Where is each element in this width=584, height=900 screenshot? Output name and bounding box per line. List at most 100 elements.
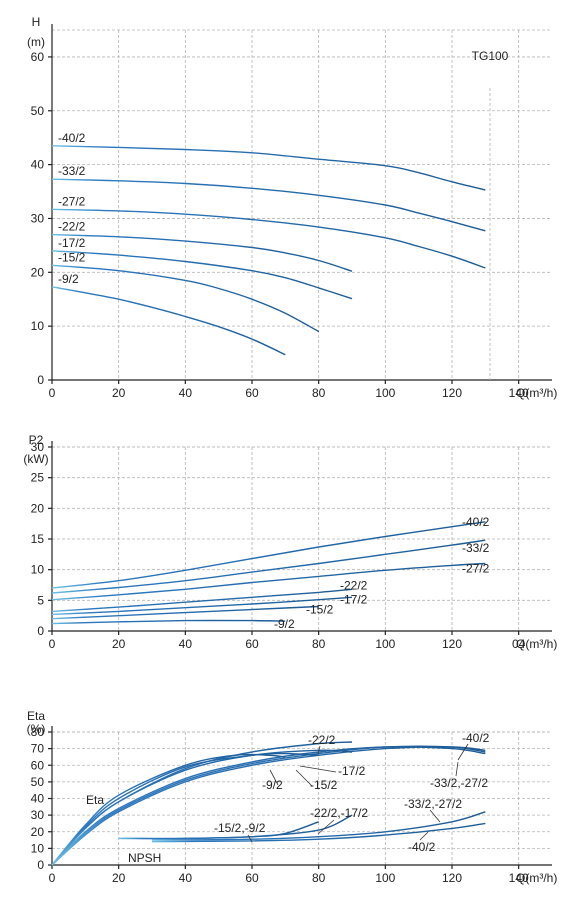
series-line--22-2: [51, 233, 353, 272]
annotation-leader: [269, 769, 279, 786]
series-line-eta--15-2: [51, 752, 319, 866]
annotation-leader: [455, 761, 459, 777]
series-line--40-2: [51, 145, 486, 191]
y-tick-label: 80: [31, 725, 45, 739]
series-label: -40/2: [462, 515, 490, 529]
series-line--15-2: [51, 264, 320, 333]
annotation-leader: [457, 743, 469, 761]
y-tick-label: 10: [31, 319, 45, 333]
y-tick-label: 25: [31, 471, 45, 485]
y-tick-label: 20: [31, 265, 45, 279]
annotation-label: -40/2: [462, 731, 490, 745]
annotation-label: -9/2: [262, 778, 283, 792]
annotation-label: -22/2,-17/2: [310, 806, 368, 820]
y-tick-label: 50: [31, 775, 45, 789]
y-axis-unit: (%): [27, 722, 46, 736]
series-line--17-2: [51, 250, 353, 300]
x-tick-label: 100: [375, 637, 395, 651]
x-tick-label: 40: [179, 871, 193, 885]
series-label: -27/2: [58, 194, 86, 208]
series-label: -17/2: [58, 236, 86, 250]
x-tick-label: 04: [512, 637, 526, 651]
x-tick-label: 0: [49, 637, 56, 651]
x-tick-label: 140: [509, 871, 529, 885]
annotation-label: -15/2: [310, 778, 338, 792]
y-tick-label: 50: [31, 104, 45, 118]
y-axis-label: P2: [29, 433, 44, 447]
group-label-eta: Eta: [86, 793, 104, 807]
series-line-eta--27-2: [51, 746, 486, 866]
y-tick-label: 20: [31, 501, 45, 515]
head-chart: 0 20 40 60 80 100 120 140 0 10 20 30 40 50 60 H (m) Q(m³/…: [27, 15, 557, 400]
y-tick-label: 60: [31, 758, 45, 772]
series-line--27-2: [51, 208, 486, 269]
x-tick-label: 20: [112, 871, 126, 885]
series-line-eta--9-2: [51, 753, 286, 866]
series-line-npsh--15-2-9-2: [118, 821, 319, 840]
series-line-npsh--33-2-27-2: [151, 811, 486, 841]
series-line--27-2: [51, 562, 486, 601]
x-tick-label: 100: [375, 871, 395, 885]
x-tick-label: 20: [112, 637, 126, 651]
y-tick-label: 0: [37, 624, 44, 638]
series-line-npsh--40-2: [151, 822, 486, 843]
y-tick-label: 40: [31, 158, 45, 172]
annotation-leader: [429, 809, 441, 823]
x-tick-label: 80: [312, 871, 326, 885]
annotation-label: -33/2,-27/2: [404, 797, 462, 811]
x-tick-label: 140: [509, 386, 529, 400]
y-tick-label: 15: [31, 532, 45, 546]
x-axis-label: Q(m³/h): [516, 386, 557, 400]
annotation-label: -40/2: [408, 840, 436, 854]
series-line--33-2: [51, 178, 486, 232]
y-axis-label: Eta: [27, 709, 45, 723]
annotation-leader: [317, 745, 321, 755]
x-tick-label: 60: [245, 637, 259, 651]
y-tick-label: 20: [31, 825, 45, 839]
y-axis-label: H: [32, 15, 41, 29]
series-line--15-2: [51, 605, 319, 620]
series-label: -33/2: [58, 164, 86, 178]
series-line--9-2: [51, 286, 286, 356]
y-axis-unit: (kW): [23, 452, 48, 466]
y-tick-label: 10: [31, 563, 45, 577]
series-label: -27/2: [462, 562, 490, 576]
series-line--40-2: [51, 521, 486, 589]
y-tick-label: 40: [31, 792, 45, 806]
y-tick-label: 5: [37, 593, 44, 607]
x-tick-label: 80: [312, 386, 326, 400]
chart-title: TG100: [472, 49, 509, 63]
x-tick-label: 40: [179, 637, 193, 651]
series-label: -22/2: [340, 578, 368, 592]
x-axis-label: Q(m³/h): [516, 871, 557, 885]
x-tick-label: 40: [179, 386, 193, 400]
y-tick-label: 10: [31, 841, 45, 855]
x-tick-label: 120: [442, 637, 462, 651]
x-tick-label: 80: [312, 637, 326, 651]
annotation-label: -22/2: [308, 733, 336, 747]
x-tick-label: 0: [49, 871, 56, 885]
y-tick-label: 30: [31, 440, 45, 454]
x-tick-label: 100: [375, 386, 395, 400]
x-axis-label: Q(m³/h): [516, 637, 557, 651]
series-label: -17/2: [340, 592, 368, 606]
series-line--33-2: [51, 539, 486, 594]
series-label: -15/2: [306, 602, 334, 616]
y-tick-label: 0: [37, 373, 44, 387]
annotation-leader: [317, 819, 335, 835]
annotation-leader: [295, 769, 313, 787]
annotation-label: -33/2,-27/2: [430, 776, 488, 790]
y-tick-label: 30: [31, 211, 45, 225]
efficiency-chart: 0 20 40 60 80 100 120 14001020304050607080Eta(%…: [27, 709, 558, 885]
series-label: -9/2: [274, 617, 295, 631]
y-axis-unit: (m): [27, 35, 45, 49]
annotation-leader: [419, 831, 429, 841]
series-line-eta--33-2: [51, 745, 486, 866]
y-tick-label: 0: [37, 858, 44, 872]
x-tick-label: 60: [245, 871, 259, 885]
x-tick-label: 120: [442, 871, 462, 885]
series-label: -40/2: [58, 131, 86, 145]
series-line--22-2: [51, 588, 353, 613]
